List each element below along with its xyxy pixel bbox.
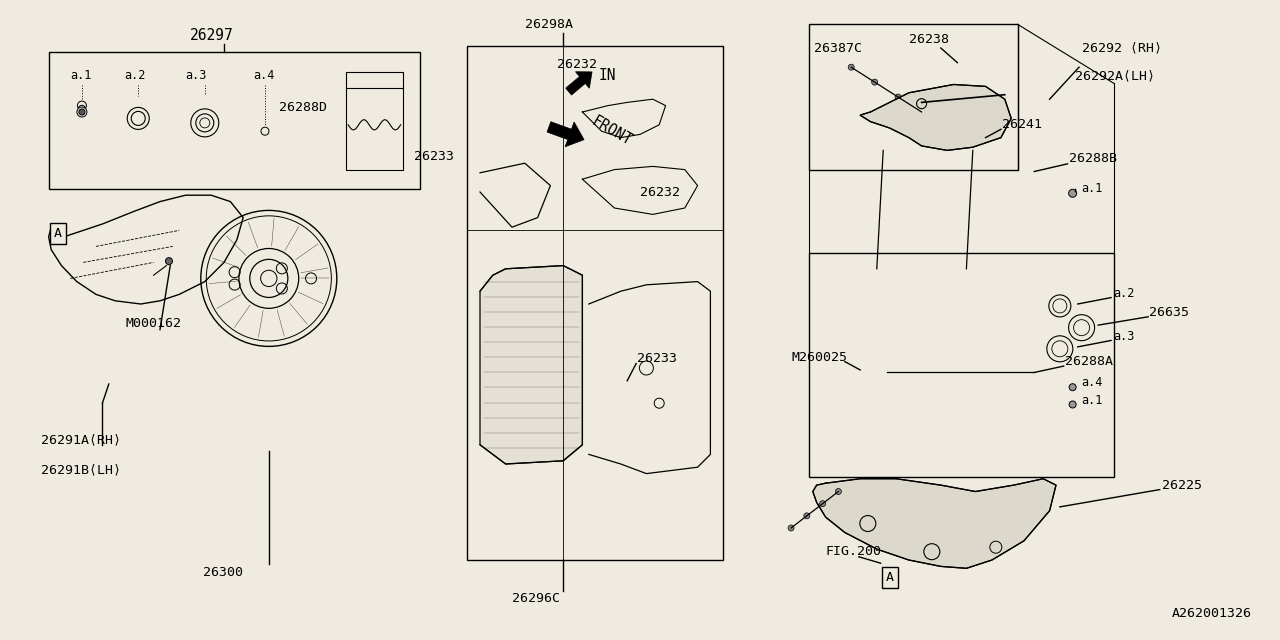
Circle shape bbox=[872, 79, 878, 85]
Text: M260025: M260025 bbox=[791, 351, 847, 364]
Circle shape bbox=[895, 94, 901, 100]
Circle shape bbox=[1069, 384, 1076, 390]
Polygon shape bbox=[566, 72, 593, 95]
Text: 26291B⟨LH⟩: 26291B⟨LH⟩ bbox=[41, 464, 122, 477]
Text: A: A bbox=[886, 571, 893, 584]
Text: 26238: 26238 bbox=[909, 33, 948, 46]
Text: 26233: 26233 bbox=[415, 150, 454, 163]
Circle shape bbox=[165, 258, 173, 264]
Text: A: A bbox=[54, 227, 61, 240]
Text: 26233: 26233 bbox=[637, 352, 677, 365]
Text: a.4: a.4 bbox=[1082, 376, 1103, 389]
Text: 26296C: 26296C bbox=[512, 592, 561, 605]
Bar bbox=[49, 52, 420, 189]
Text: FRONT: FRONT bbox=[589, 114, 634, 148]
Text: a.4: a.4 bbox=[253, 69, 275, 82]
Text: a.2: a.2 bbox=[1114, 287, 1135, 300]
Text: 26288A: 26288A bbox=[1065, 355, 1114, 368]
Circle shape bbox=[77, 107, 87, 117]
Polygon shape bbox=[547, 122, 584, 147]
Circle shape bbox=[836, 488, 841, 495]
Text: M000162: M000162 bbox=[125, 317, 182, 330]
Text: 26635: 26635 bbox=[1149, 306, 1189, 319]
Text: 26225: 26225 bbox=[1162, 479, 1202, 492]
Bar bbox=[809, 253, 1114, 477]
Text: 26241: 26241 bbox=[1002, 118, 1042, 131]
Polygon shape bbox=[860, 84, 1011, 150]
Bar bbox=[346, 72, 403, 170]
Circle shape bbox=[79, 109, 84, 115]
Circle shape bbox=[1069, 189, 1076, 197]
Text: a.2: a.2 bbox=[124, 69, 146, 82]
Text: 26288B: 26288B bbox=[1069, 152, 1116, 165]
Text: a.1: a.1 bbox=[1082, 182, 1103, 195]
Text: A262001326: A262001326 bbox=[1172, 607, 1252, 620]
Bar bbox=[809, 24, 1018, 170]
Circle shape bbox=[1069, 401, 1076, 408]
Text: 26292 ⟨RH⟩: 26292 ⟨RH⟩ bbox=[1082, 42, 1162, 54]
Text: 26297: 26297 bbox=[189, 28, 233, 43]
Text: FIG.200: FIG.200 bbox=[826, 545, 882, 558]
Text: 26292A⟨LH⟩: 26292A⟨LH⟩ bbox=[1075, 69, 1156, 82]
Text: a.1: a.1 bbox=[70, 69, 92, 82]
Text: 26232: 26232 bbox=[640, 186, 680, 198]
Circle shape bbox=[919, 109, 924, 115]
Text: a.3: a.3 bbox=[186, 69, 207, 82]
Text: a.1: a.1 bbox=[1082, 394, 1103, 406]
Bar bbox=[467, 46, 723, 560]
Polygon shape bbox=[480, 266, 582, 464]
Text: 26298A: 26298A bbox=[525, 18, 573, 31]
Circle shape bbox=[788, 525, 794, 531]
Text: 26291A⟨RH⟩: 26291A⟨RH⟩ bbox=[41, 434, 122, 447]
Text: 26232: 26232 bbox=[557, 58, 596, 70]
Text: 26387C: 26387C bbox=[814, 42, 863, 54]
Circle shape bbox=[804, 513, 810, 519]
Circle shape bbox=[819, 500, 826, 507]
Text: a.3: a.3 bbox=[1114, 330, 1135, 342]
Text: 26288D: 26288D bbox=[279, 101, 328, 114]
Text: 26300: 26300 bbox=[202, 566, 243, 579]
Polygon shape bbox=[813, 479, 1056, 568]
Circle shape bbox=[849, 64, 854, 70]
Text: IN: IN bbox=[599, 68, 617, 83]
